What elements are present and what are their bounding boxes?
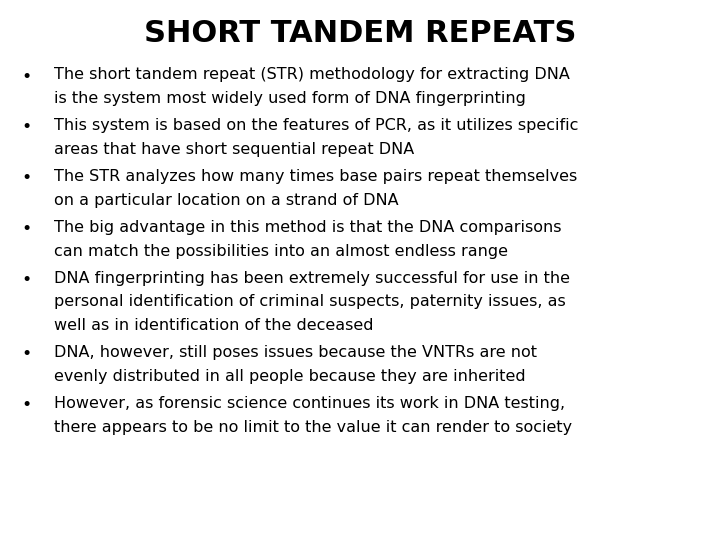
Text: The big advantage in this method is that the DNA comparisons: The big advantage in this method is that… [54,220,562,235]
Text: DNA fingerprinting has been extremely successful for use in the: DNA fingerprinting has been extremely su… [54,271,570,286]
Text: can match the possibilities into an almost endless range: can match the possibilities into an almo… [54,244,508,259]
Text: there appears to be no limit to the value it can render to society: there appears to be no limit to the valu… [54,420,572,435]
Text: •: • [22,118,32,136]
Text: well as in identification of the deceased: well as in identification of the decease… [54,318,374,333]
Text: evenly distributed in all people because they are inherited: evenly distributed in all people because… [54,369,526,384]
Text: on a particular location on a strand of DNA: on a particular location on a strand of … [54,193,399,208]
Text: is the system most widely used form of DNA fingerprinting: is the system most widely used form of D… [54,91,526,106]
Text: personal identification of criminal suspects, paternity issues, as: personal identification of criminal susp… [54,294,566,309]
Text: •: • [22,169,32,187]
Text: •: • [22,396,32,414]
Text: This system is based on the features of PCR, as it utilizes specific: This system is based on the features of … [54,118,578,133]
Text: The short tandem repeat (STR) methodology for extracting DNA: The short tandem repeat (STR) methodolog… [54,68,570,83]
Text: •: • [22,68,32,85]
Text: •: • [22,271,32,288]
Text: However, as forensic science continues its work in DNA testing,: However, as forensic science continues i… [54,396,565,411]
Text: •: • [22,220,32,238]
Text: The STR analyzes how many times base pairs repeat themselves: The STR analyzes how many times base pai… [54,169,577,184]
Text: •: • [22,345,32,363]
Text: SHORT TANDEM REPEATS: SHORT TANDEM REPEATS [144,19,576,48]
Text: DNA, however, still poses issues because the VNTRs are not: DNA, however, still poses issues because… [54,345,537,360]
Text: areas that have short sequential repeat DNA: areas that have short sequential repeat … [54,142,414,157]
